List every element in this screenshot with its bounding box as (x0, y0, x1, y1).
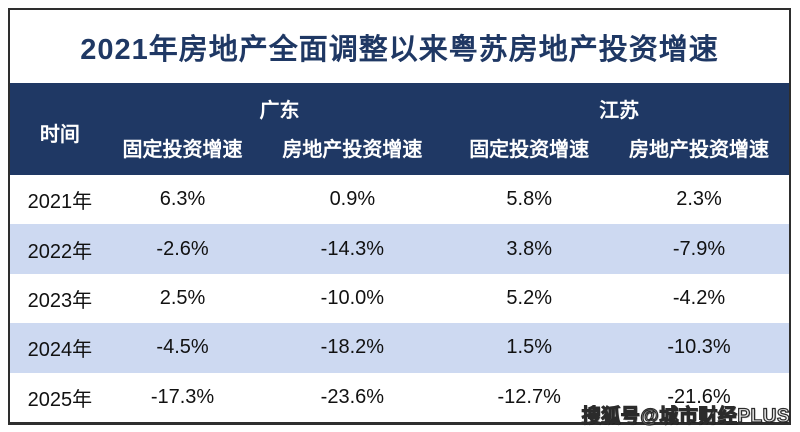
value-cell: -10.0% (320, 286, 385, 309)
value-cell: -21.6% (667, 385, 731, 408)
value-cell: 2.5% (159, 286, 206, 309)
table-body: 2021年 6.3% 0.9% 5.8% 2.3% 2022年 -2.6% -1… (10, 175, 789, 422)
group-header-jiangsu: 江苏 (449, 83, 789, 128)
value-cell: -12.7% (497, 385, 561, 408)
table-row: 2022年 -2.6% -14.3% 3.8% -7.9% (10, 224, 789, 274)
value-cell: -18.2% (255, 323, 450, 373)
value-cell: -7.9% (609, 224, 789, 274)
year-cell: 2023年 (27, 289, 93, 312)
value-cell: -2.6% (109, 224, 256, 274)
page-title: 2021年房地产全面调整以来粤苏房地产投资增速 (80, 33, 719, 66)
table-row: 2025年 -17.3% -23.6% -12.7% -21.6% (10, 373, 789, 422)
time-column-header: 时间 (10, 83, 110, 175)
year-cell: 2024年 (10, 323, 110, 373)
year-cell: 2025年 (27, 388, 93, 411)
col-header-js-fixed: 固定投资增速 (449, 128, 610, 175)
value-cell: -17.3% (150, 385, 215, 408)
table-row: 2024年 -4.5% -18.2% 1.5% -10.3% (10, 323, 789, 373)
value-cell: -23.6% (320, 385, 385, 408)
value-cell: 1.5% (449, 323, 610, 373)
table-header: 时间 广东 江苏 固定投资增速 房地产投资增速 固定投资增速 房地产投资增速 (10, 83, 789, 175)
value-cell: 2.3% (676, 188, 722, 211)
group-header-row: 时间 广东 江苏 (10, 83, 789, 175)
table-row: 2023年 2.5% -10.0% 5.2% -4.2% (10, 274, 789, 323)
group-header-guangdong: 广东 (109, 83, 450, 128)
year-cell: 2022年 (10, 224, 110, 274)
value-cell: 3.8% (449, 224, 610, 274)
table-row: 2021年 6.3% 0.9% 5.8% 2.3% (10, 175, 789, 224)
investment-growth-table: 时间 广东 江苏 固定投资增速 房地产投资增速 固定投资增速 房地产投资增速 2… (10, 83, 789, 422)
col-header-gd-fixed: 固定投资增速 (109, 128, 256, 175)
title-bar: 2021年房地产全面调整以来粤苏房地产投资增速 (10, 10, 789, 83)
table-card: 2021年房地产全面调整以来粤苏房地产投资增速 时间 广东 江苏 固定投资增速 … (8, 8, 791, 425)
value-cell: 5.2% (506, 286, 552, 309)
value-cell: 5.8% (506, 188, 552, 211)
year-cell: 2021年 (27, 191, 93, 214)
value-cell: -4.5% (109, 323, 256, 373)
value-cell: -4.2% (672, 286, 726, 309)
value-cell: -10.3% (609, 323, 789, 373)
value-cell: -14.3% (255, 224, 450, 274)
sub-header-row: 固定投资增速 房地产投资增速 固定投资增速 房地产投资增速 (10, 128, 789, 175)
col-header-js-realestate: 房地产投资增速 (609, 128, 789, 175)
value-cell: 0.9% (329, 188, 376, 211)
value-cell: 6.3% (159, 188, 206, 211)
col-header-gd-realestate: 房地产投资增速 (255, 128, 450, 175)
